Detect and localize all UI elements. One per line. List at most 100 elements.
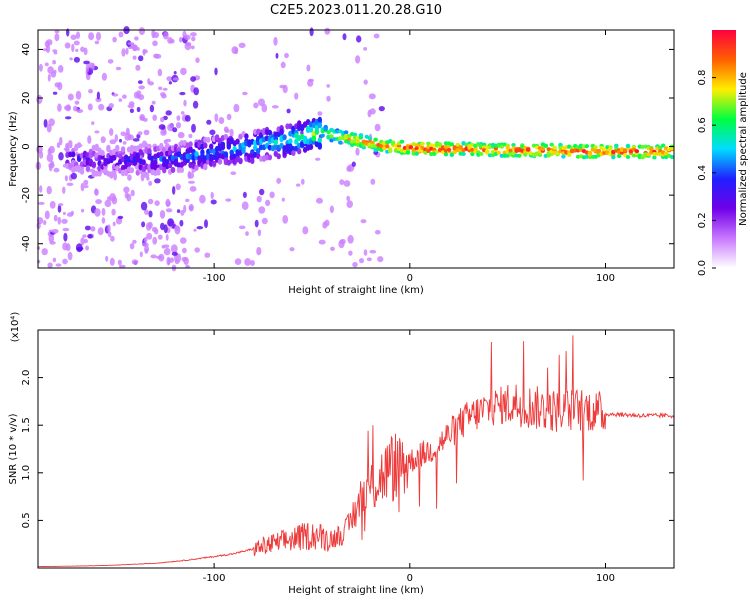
spectrogram-ridge-cell: [584, 144, 590, 149]
spectrogram-noise-cell: [37, 201, 45, 205]
spectrogram-ridge-cell: [106, 144, 111, 151]
spectrogram-noise-cell: [214, 113, 219, 122]
spectrogram-noise-cell: [190, 45, 195, 50]
spectrogram-noise-cell: [121, 48, 126, 57]
spectrogram-noise-cell: [180, 209, 185, 216]
spectrogram-noise-cell: [369, 249, 377, 254]
spectrogram-ridge-cell: [608, 147, 613, 152]
spectrogram-ridge-cell: [408, 145, 413, 150]
spectrogram-ridge-cell: [91, 161, 97, 168]
spectrogram-ridge-cell: [649, 147, 654, 151]
spectrogram-noise-cell: [181, 257, 187, 262]
spectrogram-ridge-cell: [209, 143, 214, 150]
spectrogram-ridge-cell: [276, 153, 281, 160]
spectrogram-noise-cell: [62, 186, 66, 194]
spectrogram-noise-cell: [241, 201, 249, 210]
spectrogram-noise-cell: [54, 33, 60, 42]
spectrogram-noise-cell: [38, 63, 43, 72]
spectrogram-ridge-cell: [288, 138, 293, 145]
spectrogram-noise-cell: [294, 92, 299, 100]
spectrogram-noise-cell: [210, 199, 217, 205]
spectrogram-noise-cell: [366, 257, 372, 262]
spectrogram-ridge-cell: [458, 145, 463, 150]
spectrogram-noise-cell: [88, 89, 93, 94]
spectrogram-noise-cell: [76, 109, 84, 113]
spectrogram-noise-cell: [244, 258, 252, 266]
spectrogram-noise-cell: [339, 179, 345, 186]
spectrogram-ridge-cell: [153, 159, 158, 166]
spectrogram-noise-cell: [282, 215, 289, 224]
spectrogram-ridge-cell: [206, 136, 211, 143]
spectrogram-noise-cell: [307, 78, 315, 82]
spectrogram-noise-cell: [180, 67, 187, 76]
spectrogram-noise-cell: [129, 108, 134, 114]
spectrogram-noise-cell: [137, 80, 143, 84]
spectrogram-noise-cell: [359, 258, 364, 264]
spectrogram-ridge-cell: [388, 147, 393, 152]
spectrogram-noise-cell: [98, 103, 105, 111]
spectrogram-noise-cell: [127, 42, 135, 46]
spectrogram-y-axis-label: Frequency (Hz): [8, 111, 19, 187]
spectrogram-ridge-cell: [625, 143, 631, 148]
spectrogram-noise-cell: [363, 47, 367, 51]
spectrogram-ridge-cell: [311, 135, 317, 142]
spectrogram-noise-cell: [190, 32, 197, 37]
spectrogram-noise-cell: [43, 220, 47, 226]
spectrogram-noise-cell: [175, 122, 182, 129]
spectrogram-noise-cell: [206, 119, 212, 125]
spectrogram-noise-cell: [165, 208, 173, 213]
spectrogram-noise-cell: [122, 141, 127, 145]
spectrogram-noise-cell: [179, 219, 184, 227]
spectrogram-noise-cell: [167, 218, 175, 227]
snr-y-multiplier: (x10⁴): [10, 312, 21, 343]
spectrogram-noise-cell: [69, 57, 73, 61]
spectrogram-noise-cell: [85, 245, 89, 251]
spectrogram-noise-cell: [80, 182, 85, 192]
spectrogram-noise-cell: [71, 43, 75, 53]
spectrogram-noise-cell: [176, 209, 181, 214]
spectrogram-noise-cell: [138, 55, 144, 62]
spectrogram-noise-cell: [110, 235, 115, 242]
spectrogram-noise-cell: [104, 199, 112, 208]
y-tick-label: -20: [21, 187, 32, 203]
x-tick-label: 100: [596, 573, 615, 584]
spectrogram-ridge-cell: [526, 147, 531, 152]
spectrogram-noise-cell: [185, 42, 192, 47]
spectrogram-ridge-cell: [297, 120, 302, 127]
spectrogram-noise-cell: [142, 49, 148, 54]
spectrogram-noise-cell: [343, 180, 351, 187]
spectrogram-noise-cell: [182, 247, 187, 254]
spectrogram-noise-cell: [351, 161, 356, 167]
spectrogram-ridge-cell: [211, 160, 217, 167]
spectrogram-noise-cell: [122, 94, 127, 99]
spectrogram-noise-cell: [296, 183, 301, 187]
spectrogram-noise-cell: [43, 119, 48, 128]
spectrogram-noise-cell: [101, 207, 106, 216]
spectrogram-ridge-cell: [194, 164, 199, 171]
spectrogram-ridge-cell: [147, 143, 152, 150]
spectrogram-ridge-cell: [561, 154, 566, 159]
spectrogram-noise-cell: [67, 251, 73, 261]
spectrogram-noise-cell: [91, 121, 95, 125]
spectrogram-ridge-cell: [65, 147, 70, 154]
spectrogram-noise-cell: [80, 46, 85, 53]
spectrogram-noise-cell: [148, 180, 153, 186]
spectrogram-ridge-cell: [652, 155, 657, 160]
spectrogram-noise-cell: [269, 191, 275, 199]
spectrogram-noise-cell: [179, 91, 186, 96]
spectrogram-noise-cell: [134, 36, 139, 41]
spectrogram-noise-cell: [214, 67, 218, 76]
spectrogram-noise-cell: [225, 198, 232, 202]
spectrogram-noise-cell: [62, 258, 68, 265]
spectrogram-noise-cell: [100, 136, 106, 144]
spectrogram-noise-cell: [173, 71, 177, 75]
spectrogram-ridge-cell: [294, 138, 299, 145]
x-tick-label: 100: [596, 273, 615, 284]
spectrogram-ridge-cell: [611, 155, 616, 160]
spectrogram-noise-cell: [158, 86, 163, 91]
spectrogram-noise-cell: [57, 82, 63, 91]
spectrogram-noise-cell: [230, 171, 237, 175]
spectrogram-noise-cell: [377, 256, 384, 263]
spectrogram-noise-cell: [194, 247, 200, 253]
spectrogram-ridge-cell: [94, 143, 99, 150]
